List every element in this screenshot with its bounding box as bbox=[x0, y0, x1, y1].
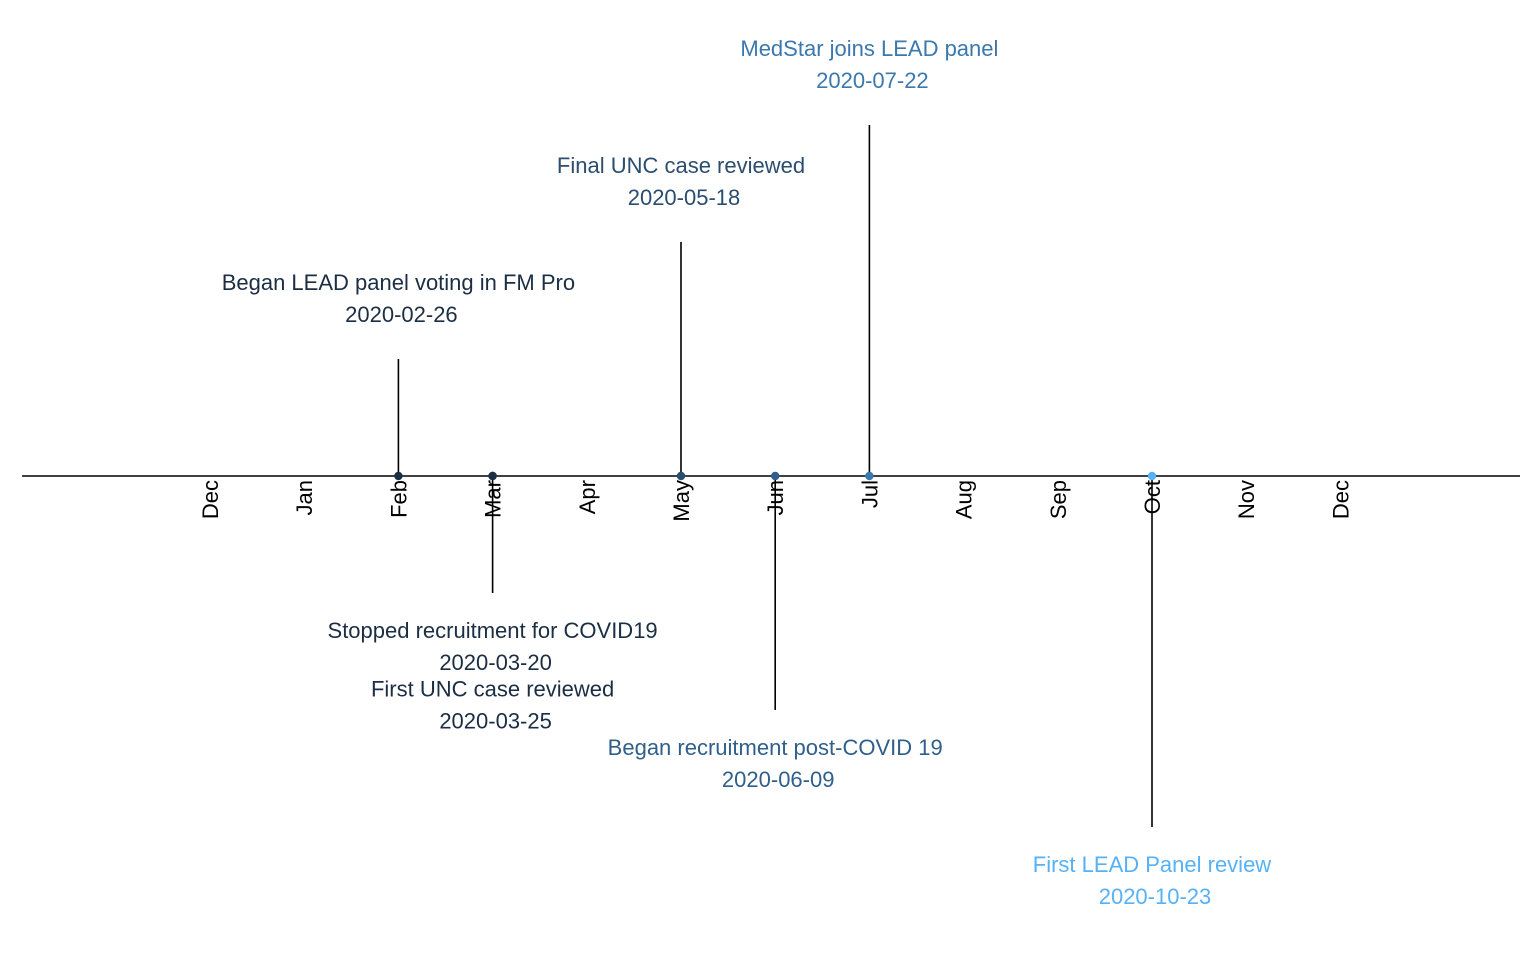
event-title: Began LEAD panel voting in FM Pro bbox=[222, 270, 575, 295]
event-label: Began LEAD panel voting in FM Pro 2020-02… bbox=[222, 270, 575, 327]
event-date: 2020-03-25 bbox=[439, 709, 552, 734]
event-date: 2020-05-18 bbox=[628, 185, 741, 210]
event-date: 2020-10-23 bbox=[1099, 884, 1212, 909]
event-title: Stopped recruitment for COVID19 bbox=[328, 618, 658, 643]
event-title: First UNC case reviewed bbox=[371, 677, 614, 702]
event-label: MedStar joins LEAD panel 2020-07-22 bbox=[740, 36, 998, 93]
month-tick-label: Aug bbox=[952, 480, 977, 519]
event-date: 2020-03-20 bbox=[439, 650, 552, 675]
event-label: Stopped recruitment for COVID19 2020-03-2… bbox=[328, 618, 658, 675]
month-tick-label: Jan bbox=[292, 480, 317, 515]
event-title: Final UNC case reviewed bbox=[557, 153, 805, 178]
event-date: 2020-06-09 bbox=[722, 767, 835, 792]
month-tick-label: May bbox=[669, 480, 694, 522]
event-labels: Began LEAD panel voting in FM Pro 2020-02… bbox=[222, 36, 1272, 909]
event-label: Final UNC case reviewed 2020-05-18 bbox=[557, 153, 805, 210]
event-title: MedStar joins LEAD panel bbox=[740, 36, 998, 61]
event-point bbox=[394, 471, 403, 481]
month-tick-label: Dec bbox=[1328, 480, 1353, 519]
month-tick-label: Dec bbox=[198, 480, 223, 519]
event-stems bbox=[397, 125, 1153, 827]
month-tick-label: Feb bbox=[386, 480, 411, 518]
event-point bbox=[771, 471, 780, 481]
event-points bbox=[394, 471, 1157, 481]
month-tick-label: Jul bbox=[857, 480, 882, 508]
event-point bbox=[488, 471, 497, 481]
event-title: First LEAD Panel review bbox=[1033, 852, 1272, 877]
event-label: Began recruitment post-COVID 19 2020-06-0… bbox=[608, 735, 943, 792]
month-tick-label: Sep bbox=[1046, 480, 1071, 519]
event-point bbox=[1147, 471, 1157, 481]
event-label: First UNC case reviewed 2020-03-25 bbox=[371, 677, 614, 734]
event-date: 2020-02-26 bbox=[345, 302, 458, 327]
event-date: 2020-07-22 bbox=[816, 68, 929, 93]
event-label: First LEAD Panel review 2020-10-23 bbox=[1033, 852, 1272, 909]
month-tick-label: Nov bbox=[1234, 480, 1259, 519]
month-tick-label: Apr bbox=[575, 480, 600, 514]
event-point bbox=[676, 471, 686, 481]
event-title: Began recruitment post-COVID 19 bbox=[608, 735, 943, 760]
event-point bbox=[865, 471, 874, 481]
